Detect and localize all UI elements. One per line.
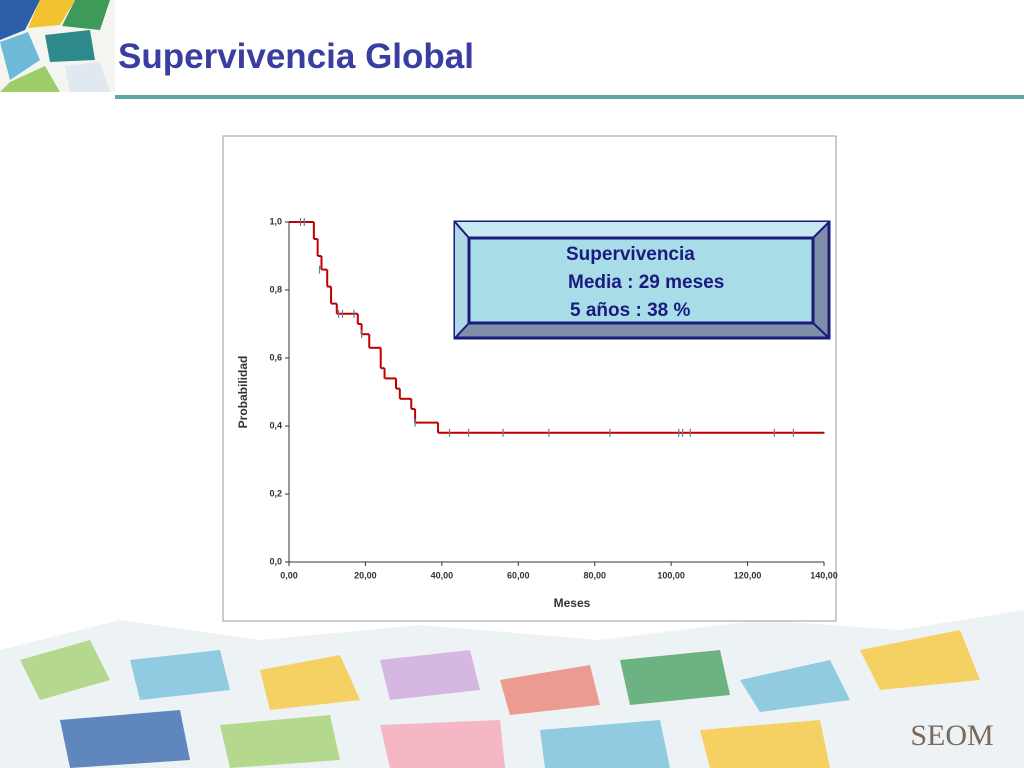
y-tick-label: 0,8 [269,284,282,294]
x-tick-label: 0,00 [280,570,298,580]
mosaic-top-left [0,0,115,92]
x-tick-label: 40,00 [431,570,454,580]
x-tick-label: 20,00 [354,570,377,580]
annotation-box: Supervivencia Media : 29 meses 5 años : … [453,220,831,340]
chart-frame [222,135,837,622]
y-axis-label: Probabilidad [236,356,250,429]
title-rule [115,95,1024,99]
x-axis-label: Meses [554,596,591,610]
plot: 0,0 0,2 0,4 0,6 0,8 1,0 0,00 20,00 40,00 60,00 80,… [269,216,837,580]
y-tick-label: 1,0 [269,216,282,226]
x-tick-label: 100,00 [657,570,685,580]
title: Supervivencia Global [118,37,474,76]
y-tick-label: 0,4 [269,420,282,430]
annotation-line: 5 años : 38 % [570,300,690,321]
mosaic-bottom [0,610,1024,768]
annotation-line: Media : 29 meses [568,272,724,293]
x-tick-label: 120,00 [734,570,762,580]
x-tick-label: 140,00 [810,570,838,580]
y-tick-label: 0,2 [269,488,282,498]
y-tick-label: 0,6 [269,352,282,362]
y-tick-label: 0,0 [269,556,282,566]
annotation-line: Supervivencia [566,244,695,265]
x-tick-label: 80,00 [583,570,606,580]
x-tick-label: 60,00 [507,570,530,580]
logo: SEOM [910,719,993,752]
